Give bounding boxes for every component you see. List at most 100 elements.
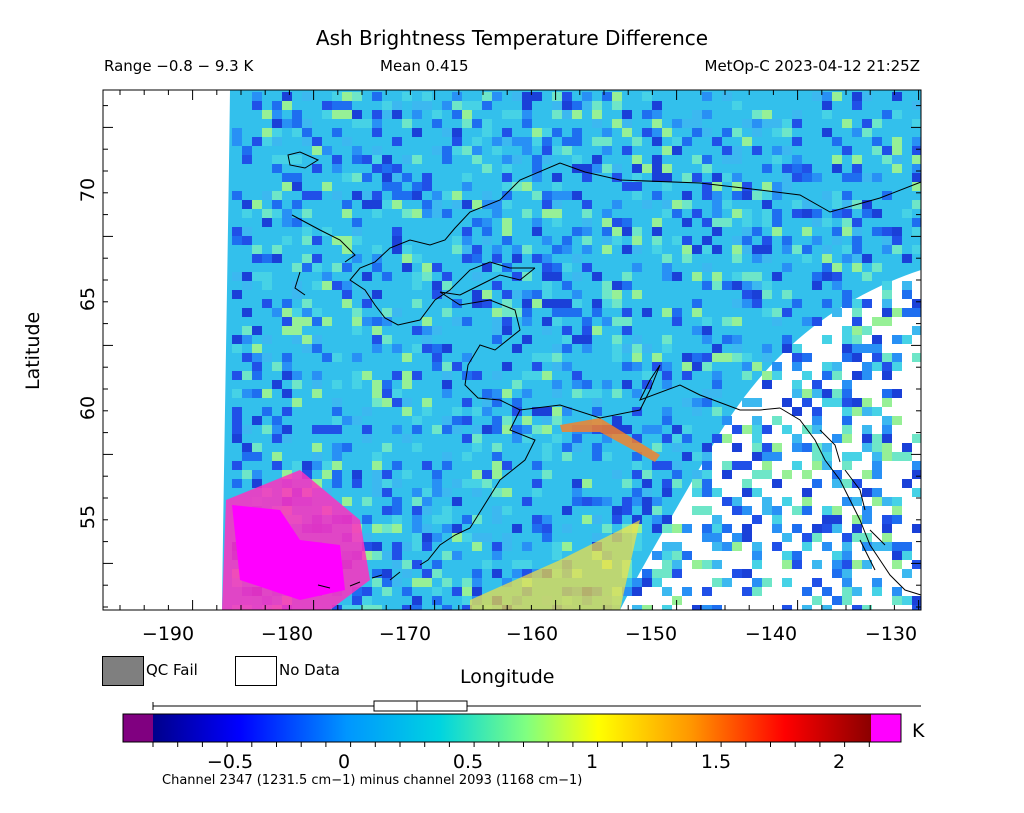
swath-pixel [652,425,662,434]
swath-pixel [342,263,352,272]
swath-pixel [662,362,672,371]
swath-pixel [782,425,792,434]
swath-pixel [482,560,492,569]
swath-pixel [762,209,772,218]
swath-pixel [762,344,772,353]
swath-pixel [462,182,472,191]
swath-pixel [632,461,642,470]
swath-pixel [322,227,332,236]
swath-pixel [612,101,622,110]
swath-pixel [662,182,672,191]
swath-pixel [852,533,862,542]
swath-pixel [412,425,422,434]
swath-pixel [572,488,582,497]
swath-pixel [412,497,422,506]
swath-pixel [812,407,822,416]
swath-pixel [372,209,382,218]
swath-pixel [692,119,702,128]
swath-pixel [882,290,892,299]
swath-pixel [592,137,602,146]
swath-pixel [572,272,582,281]
swath-pixel [582,380,592,389]
swath-pixel [632,605,642,610]
y-tick-label: 55 [77,504,99,530]
swath-pixel [412,344,422,353]
swath-pixel [792,380,802,389]
swath-pixel [262,128,272,137]
swath-pixel [722,353,732,362]
swath-pixel [382,335,392,344]
swath-pixel [412,182,422,191]
swath-pixel [302,299,312,308]
swath-pixel [512,272,522,281]
swath-pixel [762,281,772,290]
swath-pixel [362,119,372,128]
swath-pixel [462,452,472,461]
swath-pixel [712,191,722,200]
swath-pixel [892,497,902,506]
swath-pixel [752,488,762,497]
swath-pixel [612,218,622,227]
swath-pixel [602,452,612,461]
swath-pixel [862,326,872,335]
swath-pixel [332,281,342,290]
swath-pixel [662,344,672,353]
swath-pixel [262,272,272,281]
swath-pixel [412,443,422,452]
swath-pixel [912,470,921,479]
swath-pixel [722,416,732,425]
swath-pixel [272,362,282,371]
swath-pixel [862,443,872,452]
swath-pixel [722,92,732,101]
swath-pixel [312,308,322,317]
swath-pixel [722,542,732,551]
swath-pixel [252,200,262,209]
swath-pixel [722,335,732,344]
swath-pixel [522,290,532,299]
swath-pixel [232,479,242,488]
swath-pixel [272,452,282,461]
swath-pixel [512,182,522,191]
swath-pixel [832,569,842,578]
swath-pixel [642,479,652,488]
swath-pixel [602,299,612,308]
swath-pixel [392,461,402,470]
swath-pixel [772,119,782,128]
swath-pixel [912,488,921,497]
swath-pixel [602,137,612,146]
y-tick-label: 70 [77,177,99,203]
swath-pixel [342,290,352,299]
swath-pixel [852,254,862,263]
swath-pixel [282,425,292,434]
swath-pixel [382,380,392,389]
swath-pixel [832,398,842,407]
swath-pixel [482,236,492,245]
swath-pixel [742,245,752,254]
swath-pixel [632,407,642,416]
swath-pixel [402,380,412,389]
swath-pixel [462,236,472,245]
swath-pixel [582,263,592,272]
swath-pixel [332,164,342,173]
swath-pixel [472,425,482,434]
swath-pixel [832,155,842,164]
swath-pixel [542,470,552,479]
swath-pixel [372,254,382,263]
swath-pixel [742,191,752,200]
swath-pixel [462,200,472,209]
swath-pixel [892,110,902,119]
swath-pixel [832,281,842,290]
swath-pixel [342,200,352,209]
swath-pixel [832,137,842,146]
swath-pixel [542,281,552,290]
swath-pixel [662,335,672,344]
swath-pixel [692,452,702,461]
swath-pixel [442,551,452,560]
swath-pixel [582,245,592,254]
swath-pixel [852,371,862,380]
swath-pixel [432,587,442,596]
swath-pixel [842,398,852,407]
swath-pixel [542,254,552,263]
swath-pixel [502,506,512,515]
swath-pixel [452,236,462,245]
